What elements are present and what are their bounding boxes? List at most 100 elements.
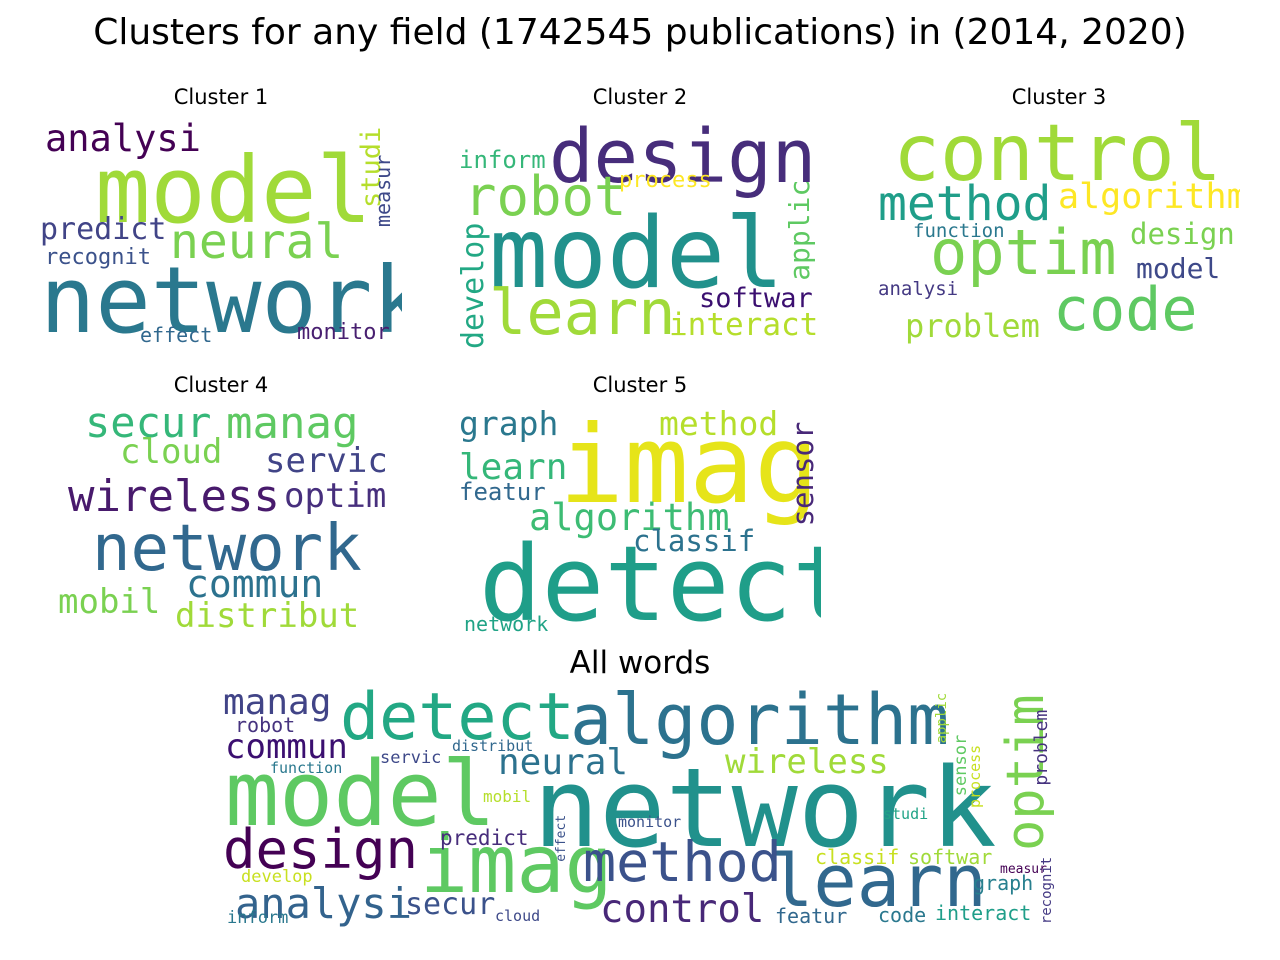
word-problem: problem bbox=[1031, 709, 1052, 786]
word-optim: optim bbox=[930, 216, 1117, 289]
word-function: function bbox=[913, 220, 1005, 242]
cluster-2-title: Cluster 2 bbox=[592, 85, 688, 109]
word-method: method bbox=[659, 404, 779, 443]
word-optim: optim bbox=[284, 476, 387, 516]
word-predict: predict bbox=[440, 826, 529, 850]
word-detect: detect bbox=[340, 685, 575, 755]
word-servic: servic bbox=[265, 441, 388, 481]
word-inform: inform bbox=[459, 146, 546, 174]
word-studi: studi bbox=[883, 805, 929, 823]
cluster-2-wordcloud: model design learn robot develop applic softwa… bbox=[459, 115, 821, 350]
word-monitor: monitor bbox=[297, 320, 390, 345]
word-algorithm: algorithm bbox=[529, 496, 730, 539]
word-wireless: wireless bbox=[68, 471, 280, 522]
word-featur: featur bbox=[459, 478, 546, 506]
word-code: code bbox=[1053, 275, 1198, 345]
word-servic: servic bbox=[380, 748, 442, 768]
word-applic: applic bbox=[934, 692, 950, 744]
word-effect: effect bbox=[140, 323, 213, 347]
word-model: model bbox=[1136, 252, 1221, 285]
word-process: process bbox=[619, 168, 712, 193]
word-method: method bbox=[583, 830, 782, 894]
word-analysi: analysi bbox=[878, 278, 959, 300]
cluster-4-title: Cluster 4 bbox=[173, 373, 269, 397]
word-function: function bbox=[270, 759, 343, 777]
word-analysi: analysi bbox=[235, 879, 413, 928]
word-recognit: recognit bbox=[1039, 856, 1055, 925]
word-mobil: mobil bbox=[58, 582, 161, 622]
word-interact: interact bbox=[669, 307, 819, 343]
word-featur: featur bbox=[775, 904, 848, 928]
word-develop: develop bbox=[459, 222, 491, 349]
word-softwar: softwar bbox=[908, 845, 993, 869]
word-mobil: mobil bbox=[483, 787, 532, 806]
word-wireless: wireless bbox=[725, 742, 889, 782]
word-control: control bbox=[600, 887, 765, 932]
word-model: model bbox=[489, 197, 785, 311]
word-graph: graph bbox=[459, 404, 559, 443]
word-detect: detect bbox=[479, 523, 821, 637]
word-method: method bbox=[878, 176, 1052, 232]
word-classif: classif bbox=[633, 524, 756, 558]
word-recognit: recognit bbox=[45, 245, 151, 270]
all-words-title: All words bbox=[569, 645, 711, 681]
word-network: network bbox=[40, 247, 402, 350]
word-develop: develop bbox=[241, 867, 313, 887]
word-learn: learn bbox=[489, 276, 676, 349]
word-classif: classif bbox=[815, 845, 900, 869]
word-model: model bbox=[225, 742, 496, 847]
word-manag: manag bbox=[223, 685, 332, 723]
word-process: process bbox=[966, 744, 984, 808]
word-commun: commun bbox=[225, 727, 348, 767]
word-distribut: distribut bbox=[452, 737, 534, 755]
word-applic: applic bbox=[783, 179, 816, 281]
word-cloud: cloud bbox=[120, 432, 223, 472]
word-design: design bbox=[223, 818, 419, 881]
word-algorithm: algorithm bbox=[570, 685, 950, 761]
word-robot: robot bbox=[464, 165, 627, 228]
word-monitor: monitor bbox=[618, 813, 682, 831]
cluster-3-wordcloud: control optim code method algorithm design mod… bbox=[878, 115, 1240, 350]
word-imag: imag bbox=[420, 818, 613, 911]
word-analysi: analysi bbox=[45, 117, 201, 160]
cluster-4-wordcloud: network wireless secur manag commun cloud serv… bbox=[40, 402, 402, 637]
word-effect: effect bbox=[554, 814, 569, 862]
word-predict: predict bbox=[40, 212, 167, 247]
word-secur: secur bbox=[85, 402, 212, 447]
word-manag: manag bbox=[226, 402, 359, 449]
cluster-1-title: Cluster 1 bbox=[173, 85, 269, 109]
word-network: network bbox=[533, 744, 997, 872]
cluster-3-title: Cluster 3 bbox=[1011, 85, 1107, 109]
word-sensor: sensor bbox=[786, 421, 820, 527]
cluster-5-wordcloud: imag detect algorithm learn graph method class… bbox=[459, 402, 821, 637]
word-measur: measur bbox=[1000, 862, 1047, 877]
word-model: model bbox=[95, 137, 372, 244]
word-cloud: cloud bbox=[495, 907, 541, 925]
figure-title: Clusters for any field (1742545 publicat… bbox=[93, 12, 1187, 53]
word-neural: neural bbox=[170, 214, 344, 270]
cluster-1-wordcloud: model network neural analysi predict recognit… bbox=[40, 115, 402, 350]
word-problem: problem bbox=[905, 307, 1040, 345]
word-algorithm: algorithm bbox=[1058, 177, 1240, 217]
word-neural: neural bbox=[498, 742, 629, 783]
word-imag: imag bbox=[559, 403, 820, 528]
word-secur: secur bbox=[405, 887, 496, 922]
word-robot: robot bbox=[235, 713, 296, 737]
word-design: design bbox=[1130, 217, 1235, 251]
word-learn: learn bbox=[770, 839, 987, 923]
word-network: network bbox=[464, 612, 549, 636]
word-network: network bbox=[92, 512, 362, 586]
word-inform: inform bbox=[227, 908, 289, 928]
word-softwar: softwar bbox=[699, 283, 813, 314]
word-learn: learn bbox=[459, 447, 568, 488]
word-design: design bbox=[549, 115, 817, 200]
word-code: code bbox=[878, 903, 927, 927]
word-distribut: distribut bbox=[175, 596, 360, 636]
all-words-wordcloud: network model algorithm detect imag learn opti… bbox=[215, 685, 1065, 935]
cluster-5-title: Cluster 5 bbox=[592, 373, 688, 397]
word-measur: measur bbox=[371, 154, 395, 227]
word-graph: graph bbox=[973, 871, 1034, 895]
word-interact: interact bbox=[935, 901, 1032, 925]
word-commun: commun bbox=[186, 562, 324, 606]
word-control: control bbox=[893, 115, 1222, 199]
